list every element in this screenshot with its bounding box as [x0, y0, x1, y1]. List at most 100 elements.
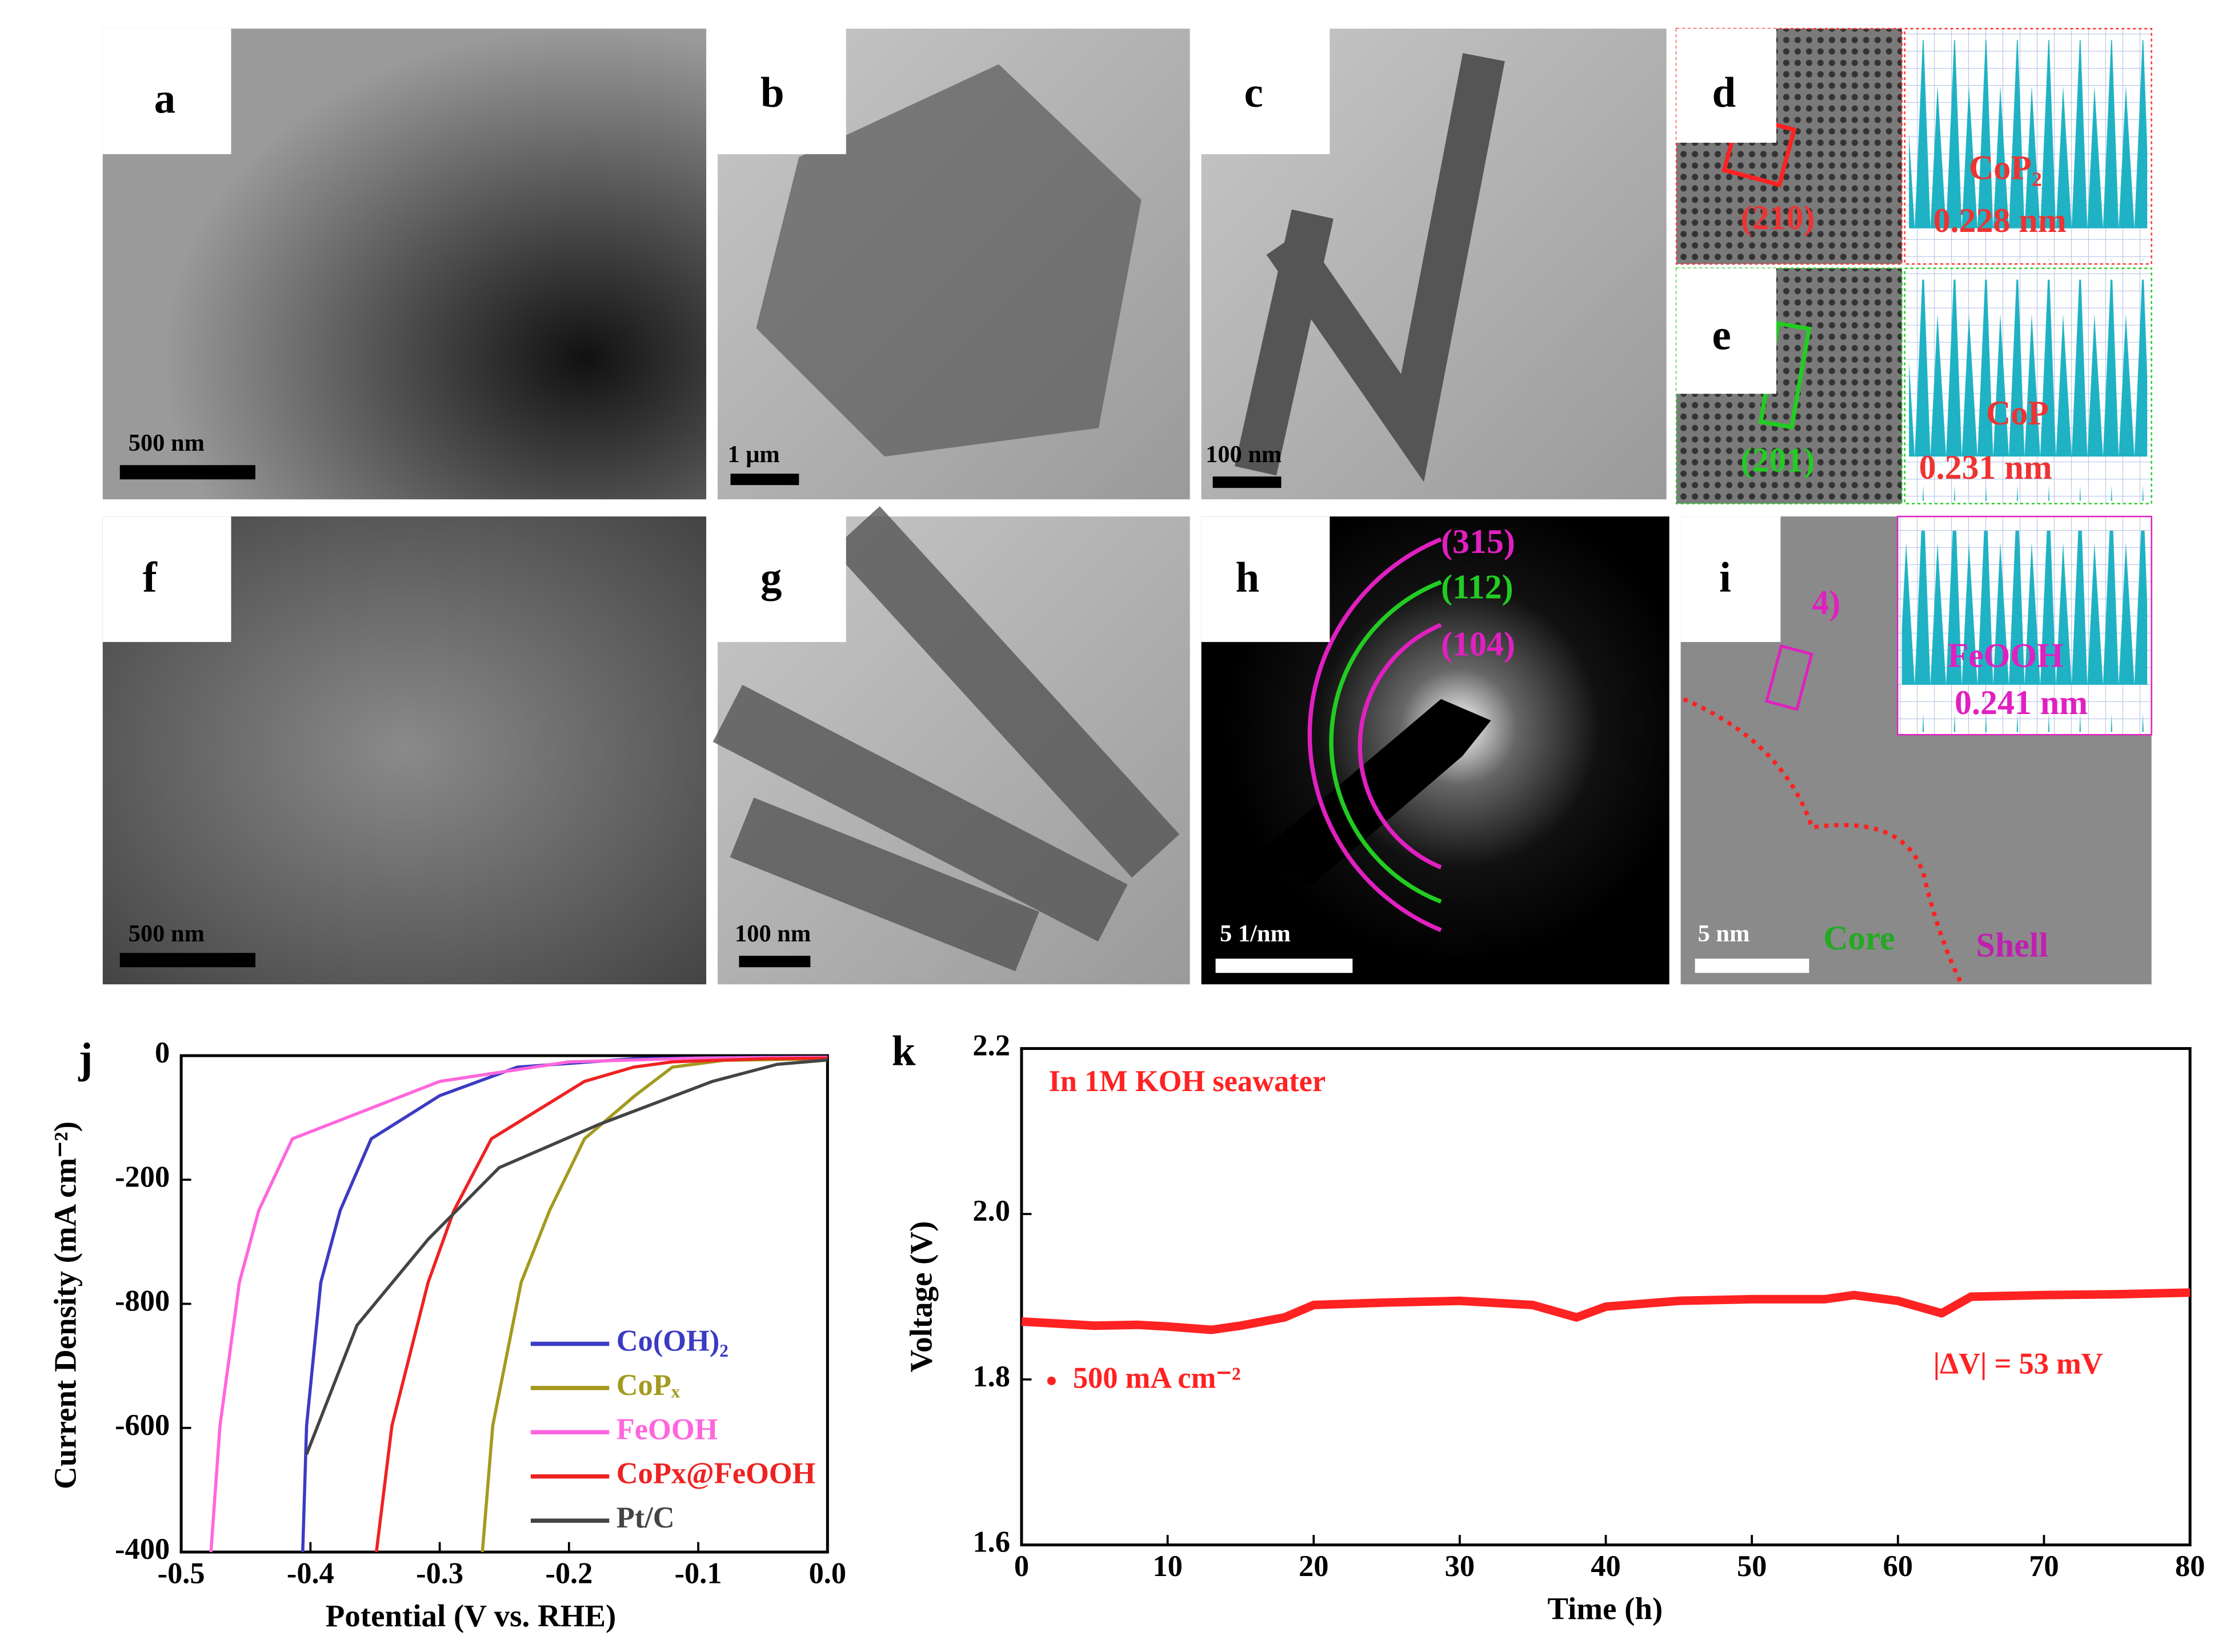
profile-peaks [1909, 279, 2148, 501]
x-tick-label: 50 [1737, 1550, 1767, 1583]
bullet [1047, 1376, 1056, 1385]
panel-label: b [760, 69, 784, 117]
plane-label: (201) [1740, 441, 1815, 479]
data-line [375, 1056, 828, 1553]
legend-label: CoPₓ [616, 1369, 680, 1402]
x-tick-label: 10 [1152, 1550, 1182, 1583]
x-tick-label: -0.5 [158, 1557, 205, 1590]
data-line [305, 1058, 828, 1455]
label-box [102, 29, 231, 154]
panel-label: d [1712, 69, 1736, 117]
scale-bar-label: 500 nm [129, 430, 205, 456]
label-box [718, 516, 846, 642]
label-box [1201, 516, 1330, 642]
x-axis-title: Time (h) [1547, 1591, 1663, 1626]
x-tick-label: -0.3 [416, 1557, 463, 1590]
data-line [209, 1056, 828, 1553]
legend-label: CoPx@FeOOH [616, 1457, 816, 1490]
y-tick-label: -400 [115, 1533, 170, 1566]
phase-label: FeOOH [1948, 637, 2064, 675]
label-box [1201, 29, 1330, 154]
label-box [718, 29, 846, 154]
y-axis-title: Voltage (V) [904, 1221, 939, 1373]
x-tick-label: 30 [1445, 1550, 1475, 1583]
panel-label: e [1712, 312, 1731, 359]
x-tick-label: 0.0 [809, 1557, 847, 1590]
scale-bar [1695, 959, 1809, 973]
y-tick-label: 2.2 [972, 1029, 1010, 1062]
y-tick-label: -800 [115, 1285, 170, 1318]
x-axis-title: Potential (V vs. RHE) [326, 1598, 616, 1633]
legend-label: FeOOH [616, 1413, 718, 1446]
scale-bar [119, 465, 255, 480]
scale-bar-label: 1 μm [728, 441, 780, 468]
panel-label: j [78, 1035, 93, 1082]
beam-stop [1255, 699, 1491, 885]
x-tick-label: 20 [1299, 1550, 1328, 1583]
scale-bar-label: 5 1/nm [1220, 920, 1291, 947]
ring-label: (104) [1441, 625, 1515, 663]
lattice-box [1764, 644, 1813, 711]
y-axis-title: Current Density (mA cm⁻²) [47, 1121, 82, 1489]
label-box [1680, 516, 1781, 642]
x-tick-label: -0.4 [287, 1557, 334, 1590]
micrograph-panels: a b c d e f g h i 500 nm 1 μm 100 nm 500… [102, 27, 2152, 985]
plane-label: 4) [1812, 584, 1840, 621]
scale-bar [739, 956, 811, 968]
profile-peaks [1909, 40, 2148, 262]
nanorods [1234, 53, 1505, 482]
profile-peaks [1901, 531, 2148, 732]
annotation: |ΔV| = 53 mV [1933, 1347, 2103, 1380]
particle [756, 64, 1142, 457]
x-tick-label: 80 [2175, 1550, 2205, 1583]
panel-label: i [1719, 554, 1731, 602]
label-box [1676, 29, 1776, 143]
legend-label: Co(OH)₂ [616, 1324, 728, 1357]
label-box [1676, 268, 1776, 394]
y-tick-label: 0 [155, 1036, 170, 1069]
panel-label: h [1236, 554, 1260, 602]
spacing-label: 0.241 nm [1955, 684, 2088, 721]
x-tick-label: -0.2 [545, 1557, 592, 1590]
scale-bar-label: 5 nm [1698, 920, 1750, 947]
panel-label: a [154, 75, 175, 122]
scale-bar-label: 500 nm [129, 920, 205, 947]
x-tick-label: 60 [1883, 1550, 1913, 1583]
panel-label: g [760, 554, 782, 602]
scale-bar [119, 953, 255, 968]
annotation: 500 mA cm⁻² [1073, 1361, 1241, 1394]
scale-bar [1212, 476, 1282, 488]
scale-bar-label: 100 nm [735, 920, 811, 947]
x-tick-label: 70 [2029, 1550, 2059, 1583]
data-line [1021, 1288, 2191, 1334]
y-tick-label: 2.0 [972, 1194, 1010, 1228]
y-tick-label: 1.6 [972, 1526, 1010, 1559]
x-tick-label: -0.1 [675, 1557, 722, 1590]
ring [1358, 623, 1442, 869]
panel-label: c [1244, 69, 1263, 117]
y-tick-label: -200 [115, 1160, 170, 1193]
y-tick-label: -600 [115, 1409, 170, 1442]
core-label: Core [1823, 919, 1895, 957]
scale-bar [730, 474, 799, 486]
phase-label: CoP [1986, 394, 2049, 432]
ring [1307, 537, 1442, 932]
ring [1329, 580, 1442, 904]
spacing-label: 0.231 nm [1919, 448, 2052, 486]
nanorods [712, 506, 1180, 972]
scale-bar [1215, 959, 1353, 973]
label-box [102, 516, 231, 642]
x-tick-label: 0 [1014, 1550, 1029, 1583]
annotation: In 1M KOH seawater [1048, 1065, 1326, 1098]
legend-label: Pt/C [616, 1501, 675, 1534]
ring-label: (112) [1441, 568, 1514, 606]
x-tick-label: 40 [1591, 1550, 1620, 1583]
ring-label: (315) [1441, 523, 1515, 560]
panel-label: k [892, 1028, 916, 1075]
spacing-label: 0.228 nm [1933, 202, 2067, 239]
phase-label: CoP₂ [1969, 149, 2042, 187]
shell-label: Shell [1976, 927, 2049, 964]
data-line [481, 1057, 828, 1553]
plane-label: (210) [1740, 199, 1815, 236]
